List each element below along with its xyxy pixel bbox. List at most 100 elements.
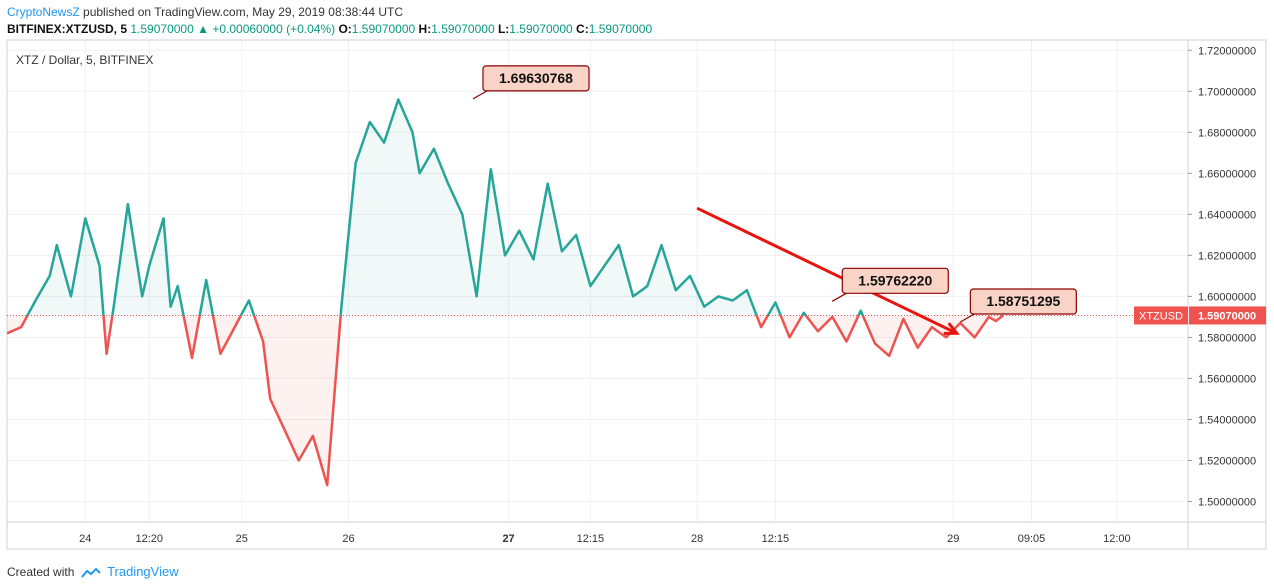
chart-pane-border: [6, 39, 1267, 550]
data-point: [298, 460, 299, 461]
callout-pointer: [960, 313, 975, 323]
data-point: [633, 296, 634, 297]
data-point: [384, 142, 385, 143]
data-point: [889, 355, 890, 356]
data-point: [803, 312, 804, 313]
x-tick-label: 29: [947, 533, 959, 545]
y-tick-label: 1.50000000: [1198, 496, 1256, 508]
data-point: [519, 230, 520, 231]
data-point: [70, 296, 71, 297]
y-tick-label: 1.52000000: [1198, 455, 1256, 467]
data-point: [476, 296, 477, 297]
y-tick-label: 1.68000000: [1198, 127, 1256, 139]
data-point: [355, 163, 356, 164]
price-callout: 1.59762220: [831, 267, 949, 302]
annotations: 1.69630768 1.59762220 1.58751295: [472, 65, 1077, 323]
y-tick-label: 1.72000000: [1198, 45, 1256, 57]
high-value: 1.59070000: [431, 22, 495, 36]
series-line-above-baseline: [26, 98, 1003, 316]
x-tick-label: 28: [691, 533, 703, 545]
data-point: [689, 275, 690, 276]
tradingview-brand[interactable]: TradingView: [107, 564, 179, 579]
price-axis[interactable]: 1.50000000 1.52000000 1.54000000 1.56000000…: [1187, 40, 1256, 549]
data-point: [206, 279, 207, 280]
close-label: C:: [576, 22, 589, 36]
data-point: [448, 183, 449, 184]
data-point: [704, 306, 705, 307]
data-point: [995, 320, 996, 321]
data-point: [85, 218, 86, 219]
price-change: +0.00060000 (+0.04%): [212, 22, 336, 36]
high-label: H:: [418, 22, 432, 36]
x-tick-label: 09:05: [1018, 533, 1046, 545]
data-point: [817, 331, 818, 332]
x-tick-label: 24: [79, 533, 91, 545]
data-point: [974, 337, 975, 338]
x-tick-label: 12:20: [136, 533, 164, 545]
series-above-group: [26, 98, 1003, 316]
data-point: [504, 255, 505, 256]
y-tick-label: 1.70000000: [1198, 86, 1256, 98]
data-point: [746, 290, 747, 291]
data-point: [177, 286, 178, 287]
data-point: [248, 300, 249, 301]
callout-label: 1.58751295: [986, 293, 1060, 309]
data-point: [149, 265, 150, 266]
data-point: [718, 296, 719, 297]
callout-label: 1.69630768: [499, 70, 573, 86]
x-tick-label: 26: [342, 533, 354, 545]
data-point: [284, 429, 285, 430]
data-point: [142, 296, 143, 297]
data-point: [860, 310, 861, 311]
data-point: [874, 343, 875, 344]
data-point: [49, 275, 50, 276]
x-tick-label: 27: [502, 533, 514, 545]
ohlc-line: BITFINEX:XTZUSD, 5 1.59070000 ▲ +0.00060…: [7, 22, 652, 36]
callout-box: [482, 65, 590, 92]
data-point: [576, 234, 577, 235]
data-point: [988, 316, 989, 317]
price-chart[interactable]: XTZ / Dollar, 5, BITFINEX 1.69630768 1.59…: [0, 0, 1274, 560]
data-point: [106, 353, 107, 354]
data-point: [433, 148, 434, 149]
data-point: [170, 306, 171, 307]
price-tag-box: [1189, 306, 1266, 325]
data-point: [789, 337, 790, 338]
data-point: [604, 265, 605, 266]
data-point: [675, 290, 676, 291]
data-point: [903, 318, 904, 319]
y-tick-label: 1.54000000: [1198, 414, 1256, 426]
data-point: [220, 353, 221, 354]
y-tick-label: 1.60000000: [1198, 291, 1256, 303]
low-value: 1.59070000: [509, 22, 573, 36]
data-point: [234, 327, 235, 328]
data-point: [412, 132, 413, 133]
data-point: [533, 259, 534, 260]
data-point: [191, 357, 192, 358]
data-point: [490, 169, 491, 170]
published-text: published on TradingView.com, May 29, 20…: [79, 5, 403, 19]
open-value: 1.59070000: [351, 22, 416, 36]
data-point: [547, 183, 548, 184]
data-point: [462, 214, 463, 215]
data-point: [270, 398, 271, 399]
data-point: [761, 327, 762, 328]
data-point: [590, 286, 591, 287]
price-callout: 1.69630768: [472, 65, 590, 100]
data-point: [21, 327, 22, 328]
data-point: [99, 265, 100, 266]
publication-line: CryptoNewsZ published on TradingView.com…: [7, 5, 403, 19]
data-point: [369, 121, 370, 122]
open-label: O:: [338, 22, 352, 36]
price-tag-label: 1.59070000: [1198, 310, 1256, 322]
callout-box: [841, 267, 949, 294]
created-with-text: Created with: [7, 565, 75, 579]
callout-pointer: [472, 90, 488, 100]
series-line-below-baseline: [7, 315, 1004, 487]
time-axis[interactable]: 24 12:20 25 26 27 12:15 28 12:15 29 09:05 12:00: [7, 521, 1266, 545]
data-point: [561, 251, 562, 252]
low-label: L:: [497, 22, 510, 36]
data-point: [341, 306, 342, 307]
author-brand[interactable]: CryptoNewsZ: [7, 5, 80, 19]
symbol-label: BITFINEX:XTZUSD, 5: [7, 22, 128, 36]
